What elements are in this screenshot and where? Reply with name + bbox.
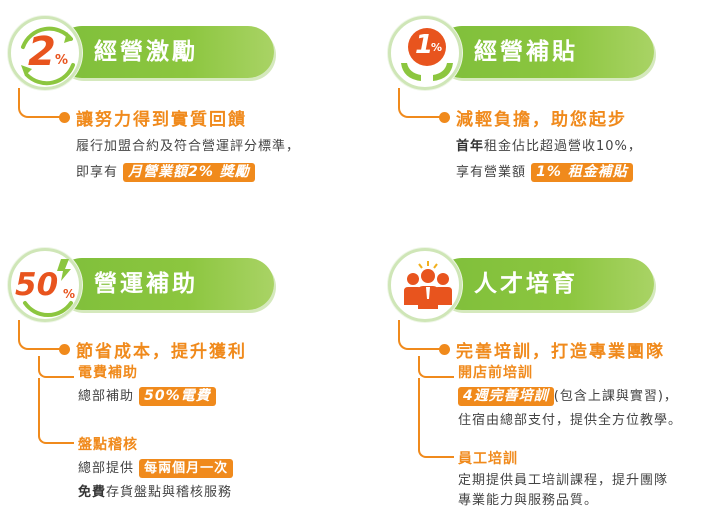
talent-title: 人才培育: [474, 271, 578, 297]
energy-plug-icon: [23, 259, 73, 317]
incentive-header: 經營激勵 2 %: [6, 14, 276, 94]
rent-line1-rest: 租金佔比超過營收10%，: [484, 139, 642, 154]
cycle-arrow-icon: [21, 26, 75, 86]
ops-title: 營運補助: [94, 271, 198, 297]
rent-title-pill: 經營補貼: [436, 26, 654, 78]
incentive-heading: 讓努力得到實質回饋: [76, 110, 247, 130]
talent-connector: [398, 320, 444, 350]
ops-heading: 節省成本，提升獲利: [76, 342, 247, 362]
ops-sub2-line2-bold: 免費: [78, 485, 107, 500]
talent-header: 人才培育: [386, 246, 656, 326]
ops-badge-percent: %: [63, 287, 76, 301]
talent-sub1-line2: 住宿由總部支付，提供全方位教學。: [458, 413, 683, 428]
talent-badge: [388, 248, 462, 322]
talent-sub1-rest: (包含上課與實習)，: [553, 389, 678, 404]
talent-sub2-title: 員工培訓: [458, 451, 518, 467]
incentive-title-pill: 經營激勵: [56, 26, 274, 78]
talent-heading: 完善培訓，打造專業團隊: [456, 342, 665, 362]
talent-sub1-highlight: 4週完善培訓: [458, 387, 554, 406]
rent-line1-bold: 首年: [456, 139, 485, 154]
ops-title-pill: 營運補助: [56, 258, 274, 310]
incentive-line2-prefix: 即享有: [76, 165, 119, 180]
incentive-highlight: 月營業額2% 獎勵: [123, 163, 255, 182]
ops-sub2-prefix: 總部提供: [78, 461, 135, 476]
rent-badge-percent: %: [431, 41, 443, 54]
incentive-badge-percent: %: [55, 53, 69, 68]
ops-sub1-highlight: 50%電費: [139, 387, 216, 406]
talent-sub-connector: [418, 356, 454, 378]
incentive-badge-number: 2: [28, 29, 56, 75]
rent-header: 經營補貼 1 %: [386, 14, 656, 94]
ops-badge-number: 50: [15, 267, 59, 303]
ops-sub2-line2: 免費存貨盤點與稽核服務: [78, 482, 232, 504]
ops-sub1-prefix: 總部補助: [78, 389, 135, 404]
ops-sub2-line1: 總部提供 每兩個月一次: [78, 458, 234, 480]
rent-heading: 減輕負擔，助您起步: [456, 110, 627, 130]
rent-line2: 享有營業額 1% 租金補貼: [456, 162, 633, 184]
incentive-dot: [59, 112, 70, 123]
ops-sub1-line: 總部補助 50%電費: [78, 386, 216, 408]
ops-sub-connector: [38, 356, 74, 378]
incentive-badge: 2 %: [8, 16, 82, 90]
hands-coin-icon: [401, 28, 453, 81]
talent-sub2-line2: 專業能力與服務品質。: [458, 493, 599, 508]
incentive-title: 經營激勵: [94, 39, 198, 65]
ops-dot: [59, 344, 70, 355]
talent-sub1-line1: 4週完善培訓 (包含上課與實習)，: [458, 386, 678, 408]
talent-sub1-title: 開店前培訓: [458, 365, 533, 381]
ops-sub1-title: 電費補助: [78, 365, 138, 381]
ops-sub2-title: 盤點稽核: [78, 437, 138, 453]
ops-sub2-connector: [38, 378, 74, 444]
talent-dot: [439, 344, 450, 355]
rent-dot: [439, 112, 450, 123]
incentive-connector: [18, 88, 64, 118]
incentive-line2: 即享有 月營業額2% 獎勵: [76, 162, 255, 184]
rent-line1: 首年租金佔比超過營收10%，: [456, 136, 642, 158]
team-people-icon: [404, 261, 452, 309]
talent-sub2-line1: 定期提供員工培訓課程，提升團隊: [458, 473, 669, 488]
rent-badge-number: 1: [415, 30, 434, 60]
rent-connector: [398, 88, 444, 118]
rent-line2-prefix: 享有營業額: [456, 165, 527, 180]
rent-title: 經營補貼: [474, 39, 578, 65]
ops-sub2-highlight: 每兩個月一次: [139, 459, 234, 478]
rent-badge: 1 %: [388, 16, 462, 90]
ops-badge: 50 %: [8, 248, 82, 322]
ops-header: 營運補助 50 %: [6, 246, 276, 326]
rent-highlight: 1% 租金補貼: [531, 163, 633, 182]
talent-title-pill: 人才培育: [436, 258, 654, 310]
talent-sub2-connector: [418, 378, 454, 458]
incentive-line1: 履行加盟合約及符合營運評分標準，: [76, 139, 301, 154]
ops-sub2-line2-rest: 存貨盤點與稽核服務: [106, 485, 233, 500]
ops-connector: [18, 320, 64, 350]
